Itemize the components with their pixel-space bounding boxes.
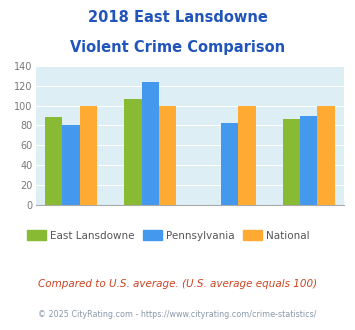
Bar — [300, 116, 317, 205]
Bar — [238, 106, 256, 205]
Bar — [124, 99, 142, 205]
Bar — [283, 119, 300, 205]
Text: 2018 East Lansdowne: 2018 East Lansdowne — [88, 10, 267, 25]
Bar — [45, 117, 62, 205]
Text: © 2025 CityRating.com - https://www.cityrating.com/crime-statistics/: © 2025 CityRating.com - https://www.city… — [38, 310, 317, 319]
Legend: East Lansdowne, Pennsylvania, National: East Lansdowne, Pennsylvania, National — [23, 226, 313, 245]
Bar — [317, 106, 335, 205]
Text: Compared to U.S. average. (U.S. average equals 100): Compared to U.S. average. (U.S. average … — [38, 279, 317, 289]
Text: Violent Crime Comparison: Violent Crime Comparison — [70, 40, 285, 54]
Bar — [142, 82, 159, 205]
Bar — [62, 125, 80, 205]
Bar — [159, 106, 176, 205]
Bar — [221, 123, 238, 205]
Bar — [80, 106, 97, 205]
